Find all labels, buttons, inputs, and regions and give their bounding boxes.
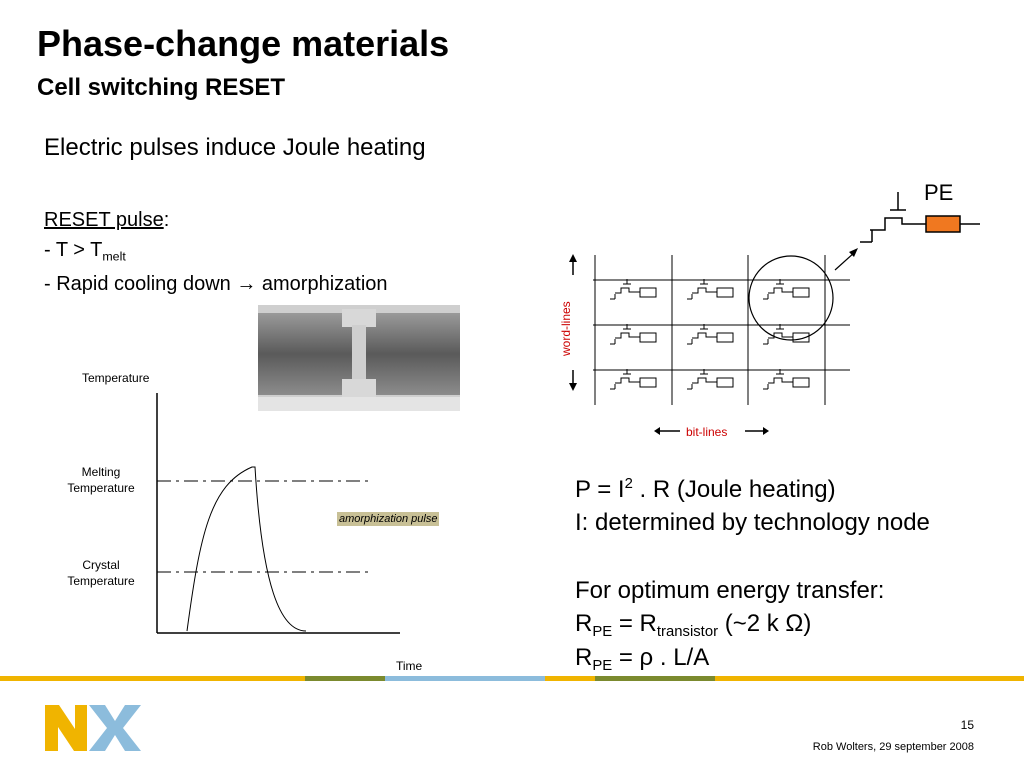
eq5-sub: PE bbox=[592, 658, 613, 675]
footer-bar-segment bbox=[545, 676, 595, 681]
footer-bar-segment bbox=[305, 676, 385, 681]
right-arrow-head bbox=[763, 427, 769, 435]
eq4-r1: R bbox=[575, 610, 593, 637]
footer-bar-segment bbox=[595, 676, 715, 681]
memory-cell bbox=[610, 369, 657, 390]
right-arrow-icon: → bbox=[236, 273, 257, 295]
pulse-curve bbox=[186, 466, 307, 632]
slide-title: Phase-change materials bbox=[37, 23, 450, 64]
crystal-temperature-label: Crystal Temperature bbox=[62, 558, 140, 589]
equation-resistivity: RPE = ρ . L/A bbox=[575, 644, 710, 675]
author-date: Rob Wolters, 29 september 2008 bbox=[812, 741, 974, 753]
crystal-label-line2: Temperature bbox=[67, 573, 135, 588]
memory-cell bbox=[763, 324, 810, 345]
amorphization-pulse-label: amorphization pulse bbox=[337, 512, 440, 526]
phase-change-element bbox=[925, 215, 961, 233]
slide-subtitle: Cell switching RESET bbox=[37, 74, 286, 101]
eq1-sup: 2 bbox=[624, 476, 633, 493]
eq4-end: (~2 k Ω) bbox=[718, 610, 812, 637]
memory-cell bbox=[610, 279, 657, 300]
reset-colon: : bbox=[163, 209, 170, 231]
left-arrow-head bbox=[654, 427, 660, 435]
reset-heading: RESET pulse: bbox=[44, 208, 169, 232]
footer-color-bar bbox=[0, 676, 1024, 681]
memory-cell bbox=[610, 324, 657, 345]
pe-label: PE bbox=[924, 180, 954, 205]
array-grid bbox=[593, 255, 850, 405]
nxp-logo bbox=[45, 705, 164, 751]
melting-label-line1: Melting bbox=[81, 465, 121, 479]
memory-cell bbox=[763, 369, 810, 390]
memory-cell bbox=[687, 324, 734, 345]
up-arrow-head bbox=[569, 254, 577, 262]
zoom-pointer-head bbox=[849, 248, 858, 257]
eq1-a: P = I bbox=[575, 476, 625, 503]
bullet-cooling: - Rapid cooling down → amorphization bbox=[44, 272, 388, 296]
x-axis-label: Time bbox=[396, 659, 423, 673]
reset-label: RESET pulse bbox=[44, 209, 164, 231]
melting-temperature-label: Melting Temperature bbox=[62, 465, 140, 496]
footer-bar-segment bbox=[385, 676, 545, 681]
memory-array-diagram bbox=[569, 192, 980, 435]
temperature-time-graph bbox=[156, 393, 400, 634]
down-arrow-head bbox=[569, 383, 577, 391]
page-number: 15 bbox=[960, 718, 974, 732]
crystal-label-line1: Crystal bbox=[82, 558, 120, 572]
cell-micrograph-image bbox=[258, 305, 460, 411]
bullet2-text: - Rapid cooling down bbox=[44, 273, 237, 295]
bullet1-sub: melt bbox=[102, 249, 126, 264]
equation-current: I: determined by technology node bbox=[575, 509, 930, 536]
bullet1-text: - T > T bbox=[44, 239, 103, 261]
zoom-pointer bbox=[834, 251, 856, 271]
word-lines-label: word-lines bbox=[559, 301, 573, 356]
equation-power: P = I2 . R (Joule heating) bbox=[575, 476, 836, 505]
intro-text: Electric pulses induce Joule heating bbox=[44, 134, 426, 161]
eq4-mid: = R bbox=[612, 610, 657, 637]
memory-cell bbox=[687, 279, 734, 300]
array-cells bbox=[610, 279, 810, 390]
zoom-circle bbox=[748, 255, 834, 341]
memory-cell bbox=[687, 369, 734, 390]
energy-transfer-text: For optimum energy transfer: bbox=[575, 577, 885, 604]
eq4-sub2: transistor bbox=[656, 624, 719, 641]
equation-resistance-match: RPE = Rtransistor (~2 k Ω) bbox=[575, 610, 812, 641]
bullet-temperature: - T > Tmelt bbox=[44, 238, 126, 264]
eq1-b: . R (Joule heating) bbox=[632, 476, 836, 503]
footer-bar-segment bbox=[715, 676, 1024, 681]
eq5-end: = ρ . L/A bbox=[612, 644, 710, 671]
melting-label-line2: Temperature bbox=[67, 480, 135, 495]
y-axis-label: Temperature bbox=[82, 371, 150, 385]
bit-lines-label: bit-lines bbox=[686, 425, 728, 439]
bullet2-suffix: amorphization bbox=[256, 273, 388, 295]
footer-bar-segment bbox=[0, 676, 305, 681]
zoomed-transistor bbox=[860, 217, 926, 243]
eq4-sub1: PE bbox=[592, 624, 613, 641]
eq5-r: R bbox=[575, 644, 593, 671]
memory-cell bbox=[763, 279, 810, 300]
